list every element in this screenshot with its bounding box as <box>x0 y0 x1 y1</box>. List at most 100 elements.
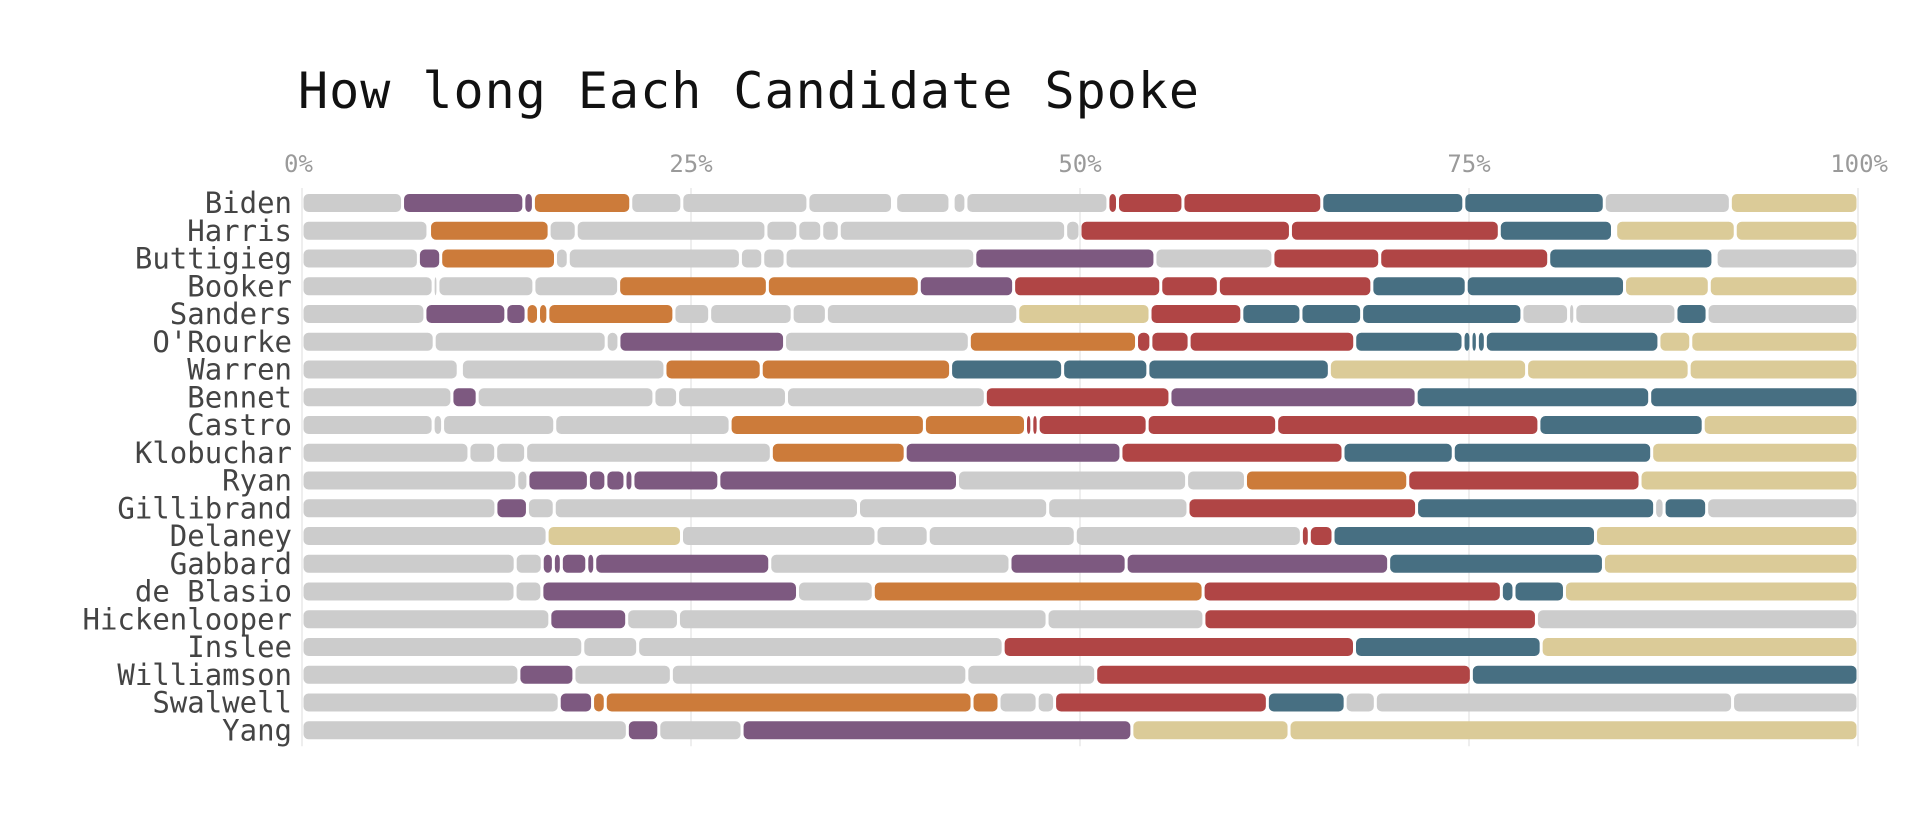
bar-segment <box>1081 221 1289 240</box>
x-axis-ticks: 0% 25% 50% 75% 100% <box>284 150 1889 178</box>
bar-segment <box>1381 249 1548 268</box>
bar-segment <box>434 416 442 434</box>
bar-segment <box>1149 360 1328 379</box>
bar-segment <box>1049 499 1187 518</box>
bar-segment <box>967 194 1107 212</box>
bar-segment <box>548 527 681 545</box>
bar-segment <box>1133 721 1288 740</box>
bar-segment <box>1665 499 1706 518</box>
bar-segment <box>453 388 476 407</box>
bar-segment <box>551 610 626 629</box>
bar-segment <box>1290 721 1857 740</box>
bar-segment <box>1373 277 1465 296</box>
bar-segment <box>527 305 538 323</box>
bar-segment <box>767 221 797 240</box>
bar-segment <box>527 443 770 462</box>
bar-segment <box>1122 443 1342 462</box>
bar-segment <box>1570 305 1574 323</box>
bar-segment <box>1454 443 1651 462</box>
bar-segment <box>1152 332 1188 351</box>
bar-segment <box>1542 638 1857 656</box>
candidate-label: Sanders <box>170 297 292 331</box>
bar-segment <box>1656 499 1663 518</box>
bar-segment <box>731 416 923 434</box>
bar-segment <box>607 471 624 490</box>
bar-segment <box>556 249 567 268</box>
bar-segment <box>434 277 437 296</box>
candidate-label: Gillibrand <box>117 491 292 525</box>
bar-segment <box>1344 443 1452 462</box>
bar-segment <box>569 249 739 268</box>
bar-segment <box>1067 221 1079 240</box>
chart-title: How long Each Candidate Spoke <box>298 62 1200 120</box>
bar-segment <box>799 221 821 240</box>
bar-segment <box>584 638 637 656</box>
bar-segment <box>470 443 495 462</box>
bar-segment <box>1243 305 1300 323</box>
bar-segment <box>1119 194 1182 212</box>
bar-segment <box>743 721 1131 740</box>
bar-segment <box>535 277 618 296</box>
bar-segment <box>1576 305 1675 323</box>
bar-segment <box>1151 305 1241 323</box>
bar-segment <box>1617 221 1734 240</box>
bar-segment <box>516 582 541 601</box>
bar-segment <box>303 194 402 212</box>
bar-segment <box>958 471 1186 490</box>
bar-segment <box>1515 582 1563 601</box>
bar-segment <box>529 471 587 490</box>
bar-segment <box>1478 332 1484 351</box>
bar-segment <box>786 332 968 351</box>
bar-segment <box>1127 554 1388 573</box>
bar-segment <box>1472 332 1476 351</box>
bar-segment <box>1302 527 1308 545</box>
bar-segment <box>1274 249 1379 268</box>
bar-segment <box>1205 610 1535 629</box>
bar-segment <box>787 388 984 407</box>
candidate-label: de Blasio <box>135 575 292 609</box>
bar-segment <box>1056 693 1266 712</box>
bar-segment <box>1409 471 1639 490</box>
bar-segment <box>741 249 762 268</box>
bar-segment <box>1189 499 1416 518</box>
bar-segment <box>1528 360 1688 379</box>
bar-segment <box>1502 582 1513 601</box>
bar-segment <box>1605 194 1729 212</box>
bar-segment <box>1048 610 1203 629</box>
bar-segment <box>1019 305 1149 323</box>
bar-segment <box>840 221 1065 240</box>
bar-segment <box>672 665 966 684</box>
bar-segment <box>426 305 505 323</box>
bar-segment <box>303 221 427 240</box>
bar-segment <box>607 332 618 351</box>
bar-segment <box>303 554 514 573</box>
candidate-label: Warren <box>187 353 292 387</box>
bar-segment <box>1278 416 1538 434</box>
bar-segment <box>1346 693 1374 712</box>
bar-segment <box>929 527 1074 545</box>
bar-segment <box>1736 221 1857 240</box>
candidate-label: Booker <box>187 269 292 303</box>
bar-segment <box>768 277 918 296</box>
bar-segment <box>628 721 658 740</box>
bar-segment <box>897 194 949 212</box>
bar-segment <box>589 471 605 490</box>
candidate-label: Yang <box>222 713 292 747</box>
bar-segment <box>1184 194 1321 212</box>
bar-segment <box>1027 416 1031 434</box>
bar-segment <box>439 277 533 296</box>
bar-segment <box>303 277 432 296</box>
bar-segment <box>303 665 518 684</box>
bar-segment <box>620 277 766 296</box>
bar-segment <box>1626 277 1708 296</box>
bar-segment <box>683 194 807 212</box>
bar-segment <box>1690 360 1857 379</box>
bar-segment <box>1651 388 1857 407</box>
bar-segment <box>1138 332 1150 351</box>
bar-segment <box>1710 277 1857 296</box>
bar-segment <box>1291 221 1498 240</box>
candidate-label: Inslee <box>187 630 292 664</box>
bar-segment <box>303 582 514 601</box>
bar-segment <box>1188 471 1244 490</box>
bar-segment <box>1302 305 1361 323</box>
